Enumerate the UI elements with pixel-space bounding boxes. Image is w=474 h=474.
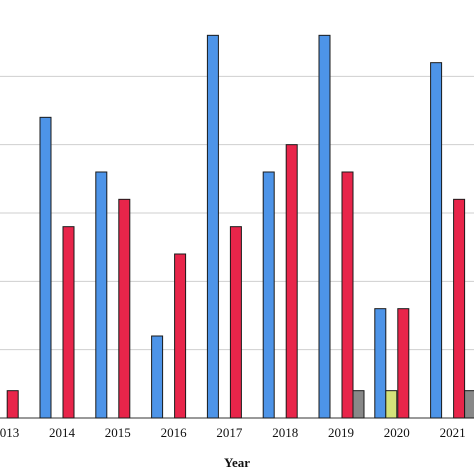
x-tick-label: 2014	[49, 425, 76, 440]
x-tick-label: 2017	[216, 425, 243, 440]
x-tick-label: 2019	[328, 425, 354, 440]
bar	[374, 308, 387, 419]
bar	[397, 308, 410, 419]
x-tick-label: 2016	[161, 425, 188, 440]
bar	[229, 226, 242, 419]
x-axis-title: Year	[224, 455, 250, 470]
x-tick-label: 2015	[105, 425, 131, 440]
bar	[62, 226, 75, 419]
bar	[6, 390, 19, 419]
bar	[285, 144, 298, 419]
x-tick-label: 2021	[440, 425, 466, 440]
bar	[385, 390, 398, 419]
x-tick-label: 2018	[272, 425, 298, 440]
bar	[318, 34, 331, 419]
bar	[262, 171, 275, 419]
bar	[464, 390, 474, 419]
bar	[206, 34, 219, 419]
bar	[341, 171, 354, 419]
x-tick-label: 2020	[384, 425, 410, 440]
bar	[352, 390, 365, 419]
bar	[453, 198, 466, 419]
bar	[174, 253, 187, 419]
bar	[39, 116, 52, 419]
bar	[151, 335, 164, 419]
x-tick-label: 2013	[0, 425, 19, 440]
bar	[430, 62, 443, 419]
bar	[95, 171, 108, 419]
bar	[118, 198, 131, 419]
